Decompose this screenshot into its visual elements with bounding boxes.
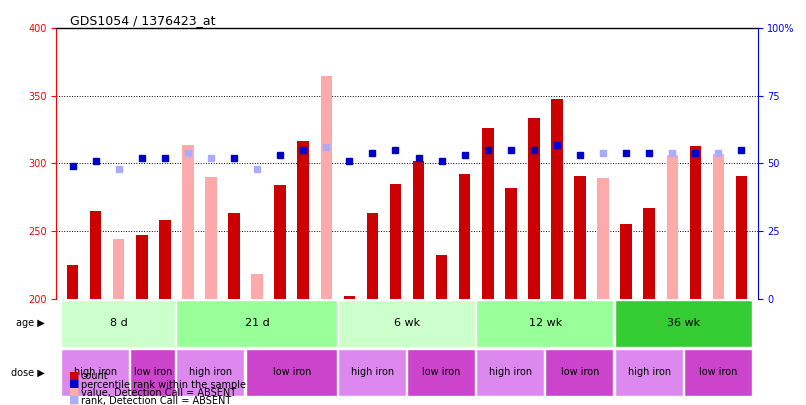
- Bar: [713, 154, 725, 298]
- Text: 6 wk: 6 wk: [394, 318, 420, 328]
- Text: low iron: low iron: [134, 367, 172, 377]
- Text: count: count: [81, 371, 108, 382]
- Bar: [413, 161, 424, 298]
- FancyBboxPatch shape: [476, 349, 544, 396]
- Text: ■: ■: [69, 387, 79, 397]
- FancyBboxPatch shape: [476, 300, 613, 347]
- Bar: [182, 145, 193, 298]
- Text: high iron: high iron: [489, 367, 533, 377]
- Bar: [574, 176, 586, 298]
- Bar: [505, 188, 517, 298]
- Bar: [228, 213, 240, 298]
- Text: 12 wk: 12 wk: [529, 318, 562, 328]
- Text: 36 wk: 36 wk: [667, 318, 700, 328]
- Text: value, Detection Call = ABSENT: value, Detection Call = ABSENT: [81, 388, 235, 398]
- Bar: [67, 265, 78, 298]
- FancyBboxPatch shape: [61, 300, 175, 347]
- Bar: [482, 128, 493, 298]
- Bar: [390, 184, 401, 298]
- Bar: [528, 117, 540, 298]
- Bar: [89, 211, 102, 298]
- Text: low iron: low iron: [561, 367, 599, 377]
- Text: age ▶: age ▶: [16, 318, 45, 328]
- Bar: [690, 146, 701, 298]
- FancyBboxPatch shape: [407, 349, 475, 396]
- Bar: [736, 176, 747, 298]
- FancyBboxPatch shape: [131, 349, 175, 396]
- Bar: [274, 185, 286, 298]
- FancyBboxPatch shape: [246, 349, 337, 396]
- FancyBboxPatch shape: [61, 349, 129, 396]
- Text: 8 d: 8 d: [110, 318, 127, 328]
- Bar: [667, 156, 678, 298]
- Text: GDS1054 / 1376423_at: GDS1054 / 1376423_at: [70, 14, 216, 27]
- Bar: [551, 99, 563, 298]
- Bar: [159, 220, 171, 298]
- Text: low iron: low iron: [272, 367, 311, 377]
- Text: high iron: high iron: [351, 367, 394, 377]
- Bar: [206, 177, 217, 298]
- FancyBboxPatch shape: [615, 349, 683, 396]
- Text: high iron: high iron: [74, 367, 117, 377]
- Text: low iron: low iron: [700, 367, 737, 377]
- Bar: [621, 224, 632, 298]
- Text: ■: ■: [69, 379, 79, 389]
- Bar: [113, 239, 124, 298]
- Text: high iron: high iron: [189, 367, 232, 377]
- FancyBboxPatch shape: [177, 300, 337, 347]
- Bar: [136, 235, 147, 298]
- Text: ■: ■: [69, 395, 79, 405]
- FancyBboxPatch shape: [546, 349, 613, 396]
- Bar: [367, 213, 378, 298]
- FancyBboxPatch shape: [615, 300, 752, 347]
- Text: dose ▶: dose ▶: [11, 367, 45, 377]
- Bar: [321, 76, 332, 298]
- Bar: [297, 141, 309, 298]
- FancyBboxPatch shape: [683, 349, 752, 396]
- Text: 21 d: 21 d: [245, 318, 269, 328]
- Bar: [459, 174, 471, 298]
- FancyBboxPatch shape: [338, 300, 475, 347]
- Bar: [343, 296, 355, 298]
- FancyBboxPatch shape: [338, 349, 406, 396]
- Text: high iron: high iron: [628, 367, 671, 377]
- Text: rank, Detection Call = ABSENT: rank, Detection Call = ABSENT: [81, 396, 231, 405]
- Text: percentile rank within the sample: percentile rank within the sample: [81, 379, 246, 390]
- Bar: [251, 274, 263, 298]
- Bar: [643, 208, 655, 298]
- Text: low iron: low iron: [422, 367, 461, 377]
- Text: ■: ■: [69, 371, 79, 381]
- FancyBboxPatch shape: [177, 349, 244, 396]
- Bar: [597, 178, 609, 298]
- Bar: [436, 256, 447, 298]
